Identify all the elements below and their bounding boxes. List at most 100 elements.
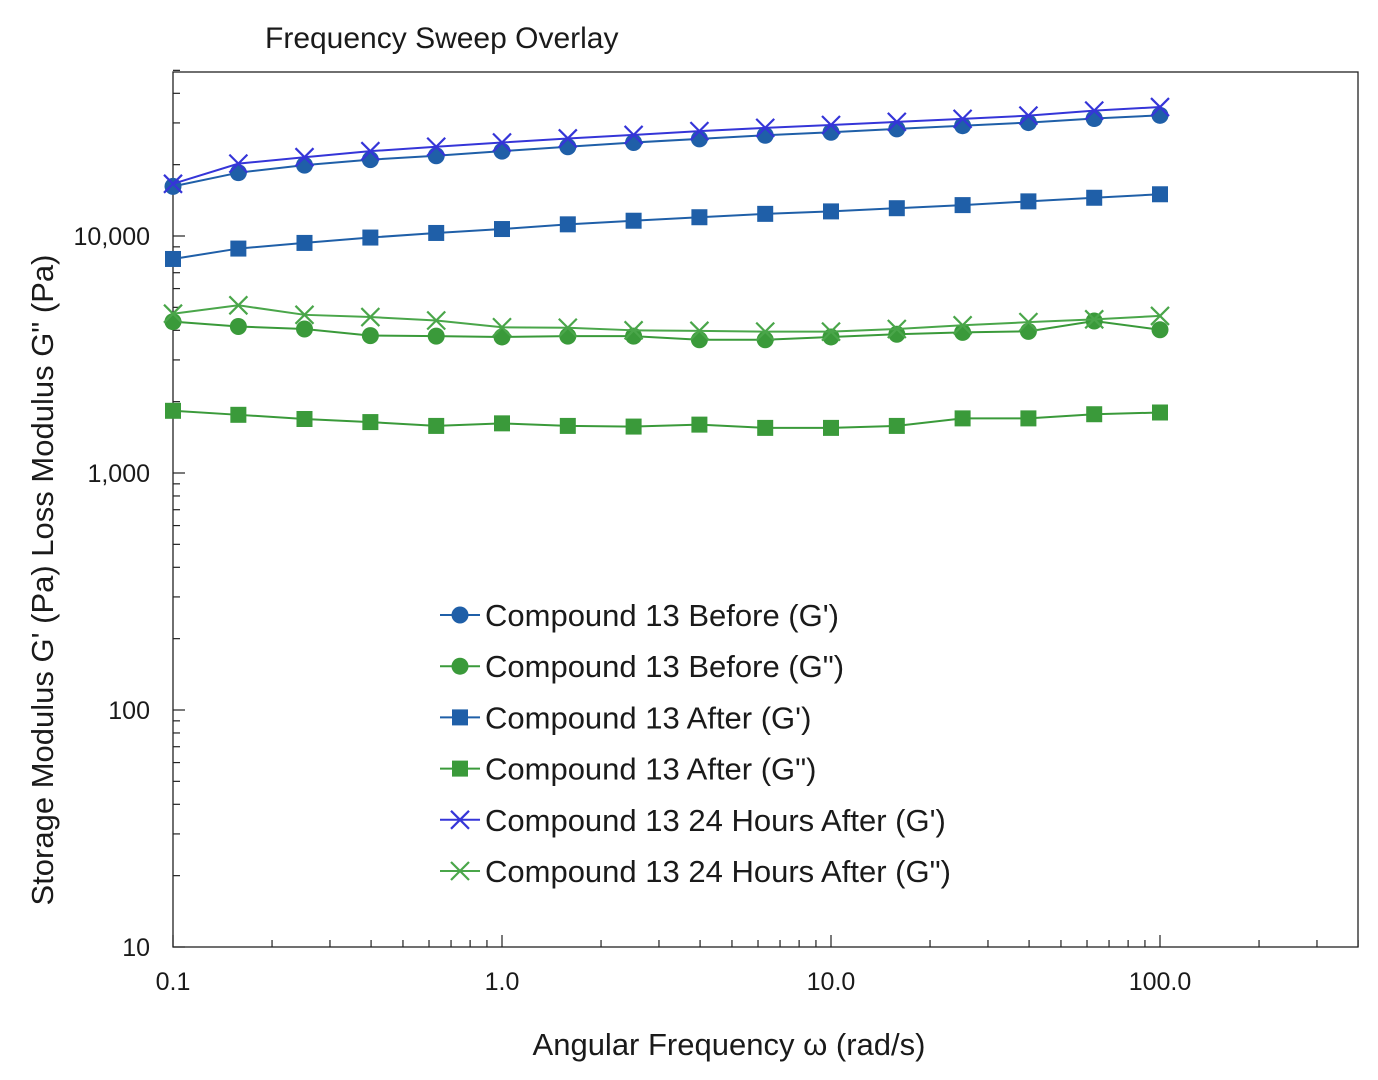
series-3 (165, 186, 1168, 267)
data-point (361, 151, 379, 169)
legend-label: Compound 13 24 Hours After (G') (485, 803, 946, 838)
data-point (294, 305, 315, 325)
data-point (428, 417, 445, 434)
data-point (691, 416, 708, 433)
axis-ticks (172, 69, 1359, 948)
data-point (1086, 189, 1103, 206)
x-marker-stroke (294, 305, 315, 325)
x-marker-stroke (426, 310, 446, 331)
data-point (230, 406, 247, 423)
chart-title: Frequency Sweep Overlay (265, 22, 619, 55)
data-point (558, 317, 578, 338)
x-axis-label: Angular Frequency ω (rad/s) (533, 1027, 926, 1062)
data-point (888, 200, 905, 217)
data-point (689, 321, 710, 341)
x-marker-stroke (558, 317, 578, 338)
data-point (1150, 306, 1170, 326)
data-point (1084, 100, 1104, 121)
x-marker-stroke (689, 321, 710, 341)
data-point (756, 331, 774, 349)
data-point (689, 121, 710, 141)
x-marker-stroke (163, 174, 183, 194)
data-point (757, 419, 774, 436)
data-point (295, 320, 313, 338)
x-marker-stroke (755, 321, 775, 342)
axis-tick-labels: 0.1 1.0 10.0 100.0 10 100 1,000 10,000 (74, 223, 1192, 996)
data-point (1018, 105, 1039, 126)
data-point (362, 229, 379, 246)
data-point (163, 303, 183, 324)
legend-label: Compound 13 After (G") (485, 752, 817, 787)
series-line (172, 106, 1161, 185)
data-point (1150, 97, 1170, 117)
x-marker-stroke (360, 307, 381, 327)
data-point (559, 216, 576, 233)
x-marker-stroke (952, 109, 973, 129)
data-point (623, 125, 644, 145)
data-point (559, 138, 577, 156)
x-marker-stroke (755, 118, 775, 138)
data-point (952, 109, 973, 129)
x-marker-stroke (821, 115, 841, 135)
x-marker-stroke (623, 125, 644, 145)
data-point (1020, 410, 1037, 427)
x-marker-stroke (360, 141, 381, 161)
series-layer (163, 97, 1170, 436)
data-point (690, 130, 708, 148)
data-point (493, 328, 511, 346)
data-point (230, 240, 247, 257)
x-marker-stroke (558, 128, 578, 149)
data-point (1151, 106, 1169, 124)
data-point (427, 327, 445, 345)
data-point (558, 128, 578, 149)
data-point (625, 327, 643, 345)
x-marker-stroke (1084, 309, 1104, 330)
data-point (228, 153, 249, 174)
data-point (887, 112, 907, 132)
data-point (1084, 309, 1104, 330)
legend-label: Compound 13 After (G') (485, 700, 811, 735)
x-marker-stroke (426, 136, 446, 157)
legend-entry: Compound 13 After (G') (440, 700, 811, 735)
legend-entry: Compound 13 Before (G') (440, 598, 839, 633)
data-point (360, 141, 381, 161)
data-point (426, 136, 446, 157)
data-point (493, 142, 511, 160)
series-line (172, 304, 1161, 333)
x-marker-stroke (1084, 100, 1104, 121)
legend-label: Compound 13 Before (G") (485, 649, 844, 684)
y-tick-label: 1,000 (87, 460, 150, 488)
data-point (427, 147, 445, 165)
legend-marker (452, 760, 468, 777)
x-marker-stroke (623, 320, 644, 341)
data-point (1152, 186, 1168, 203)
series-4 (165, 402, 1168, 436)
data-point (295, 156, 313, 174)
legend-marker (451, 657, 469, 675)
series-line (172, 409, 1161, 429)
data-point (228, 295, 249, 316)
data-point (823, 203, 839, 220)
x-marker-stroke (821, 321, 841, 342)
data-point (625, 418, 642, 435)
data-point (1151, 321, 1169, 339)
series-line (172, 114, 1161, 188)
data-point (1018, 312, 1039, 332)
x-marker-stroke (228, 295, 249, 316)
data-point (1020, 193, 1037, 210)
y-axis-label: Storage Modulus G' (Pa) Loss Modulus G" … (25, 255, 60, 906)
legend-entry: Compound 13 24 Hours After (G") (440, 854, 951, 889)
x-tick-label: 10.0 (807, 968, 856, 996)
legend-entry: Compound 13 After (G") (440, 752, 817, 787)
data-point (823, 419, 839, 436)
data-point (294, 147, 315, 167)
data-point (164, 313, 182, 331)
data-point (1152, 404, 1168, 421)
data-point (426, 310, 446, 331)
data-point (625, 134, 643, 152)
data-point (492, 132, 512, 153)
data-point (755, 118, 775, 138)
data-point (954, 410, 971, 427)
legend-label: Compound 13 24 Hours After (G") (485, 854, 951, 889)
data-point (163, 174, 183, 194)
